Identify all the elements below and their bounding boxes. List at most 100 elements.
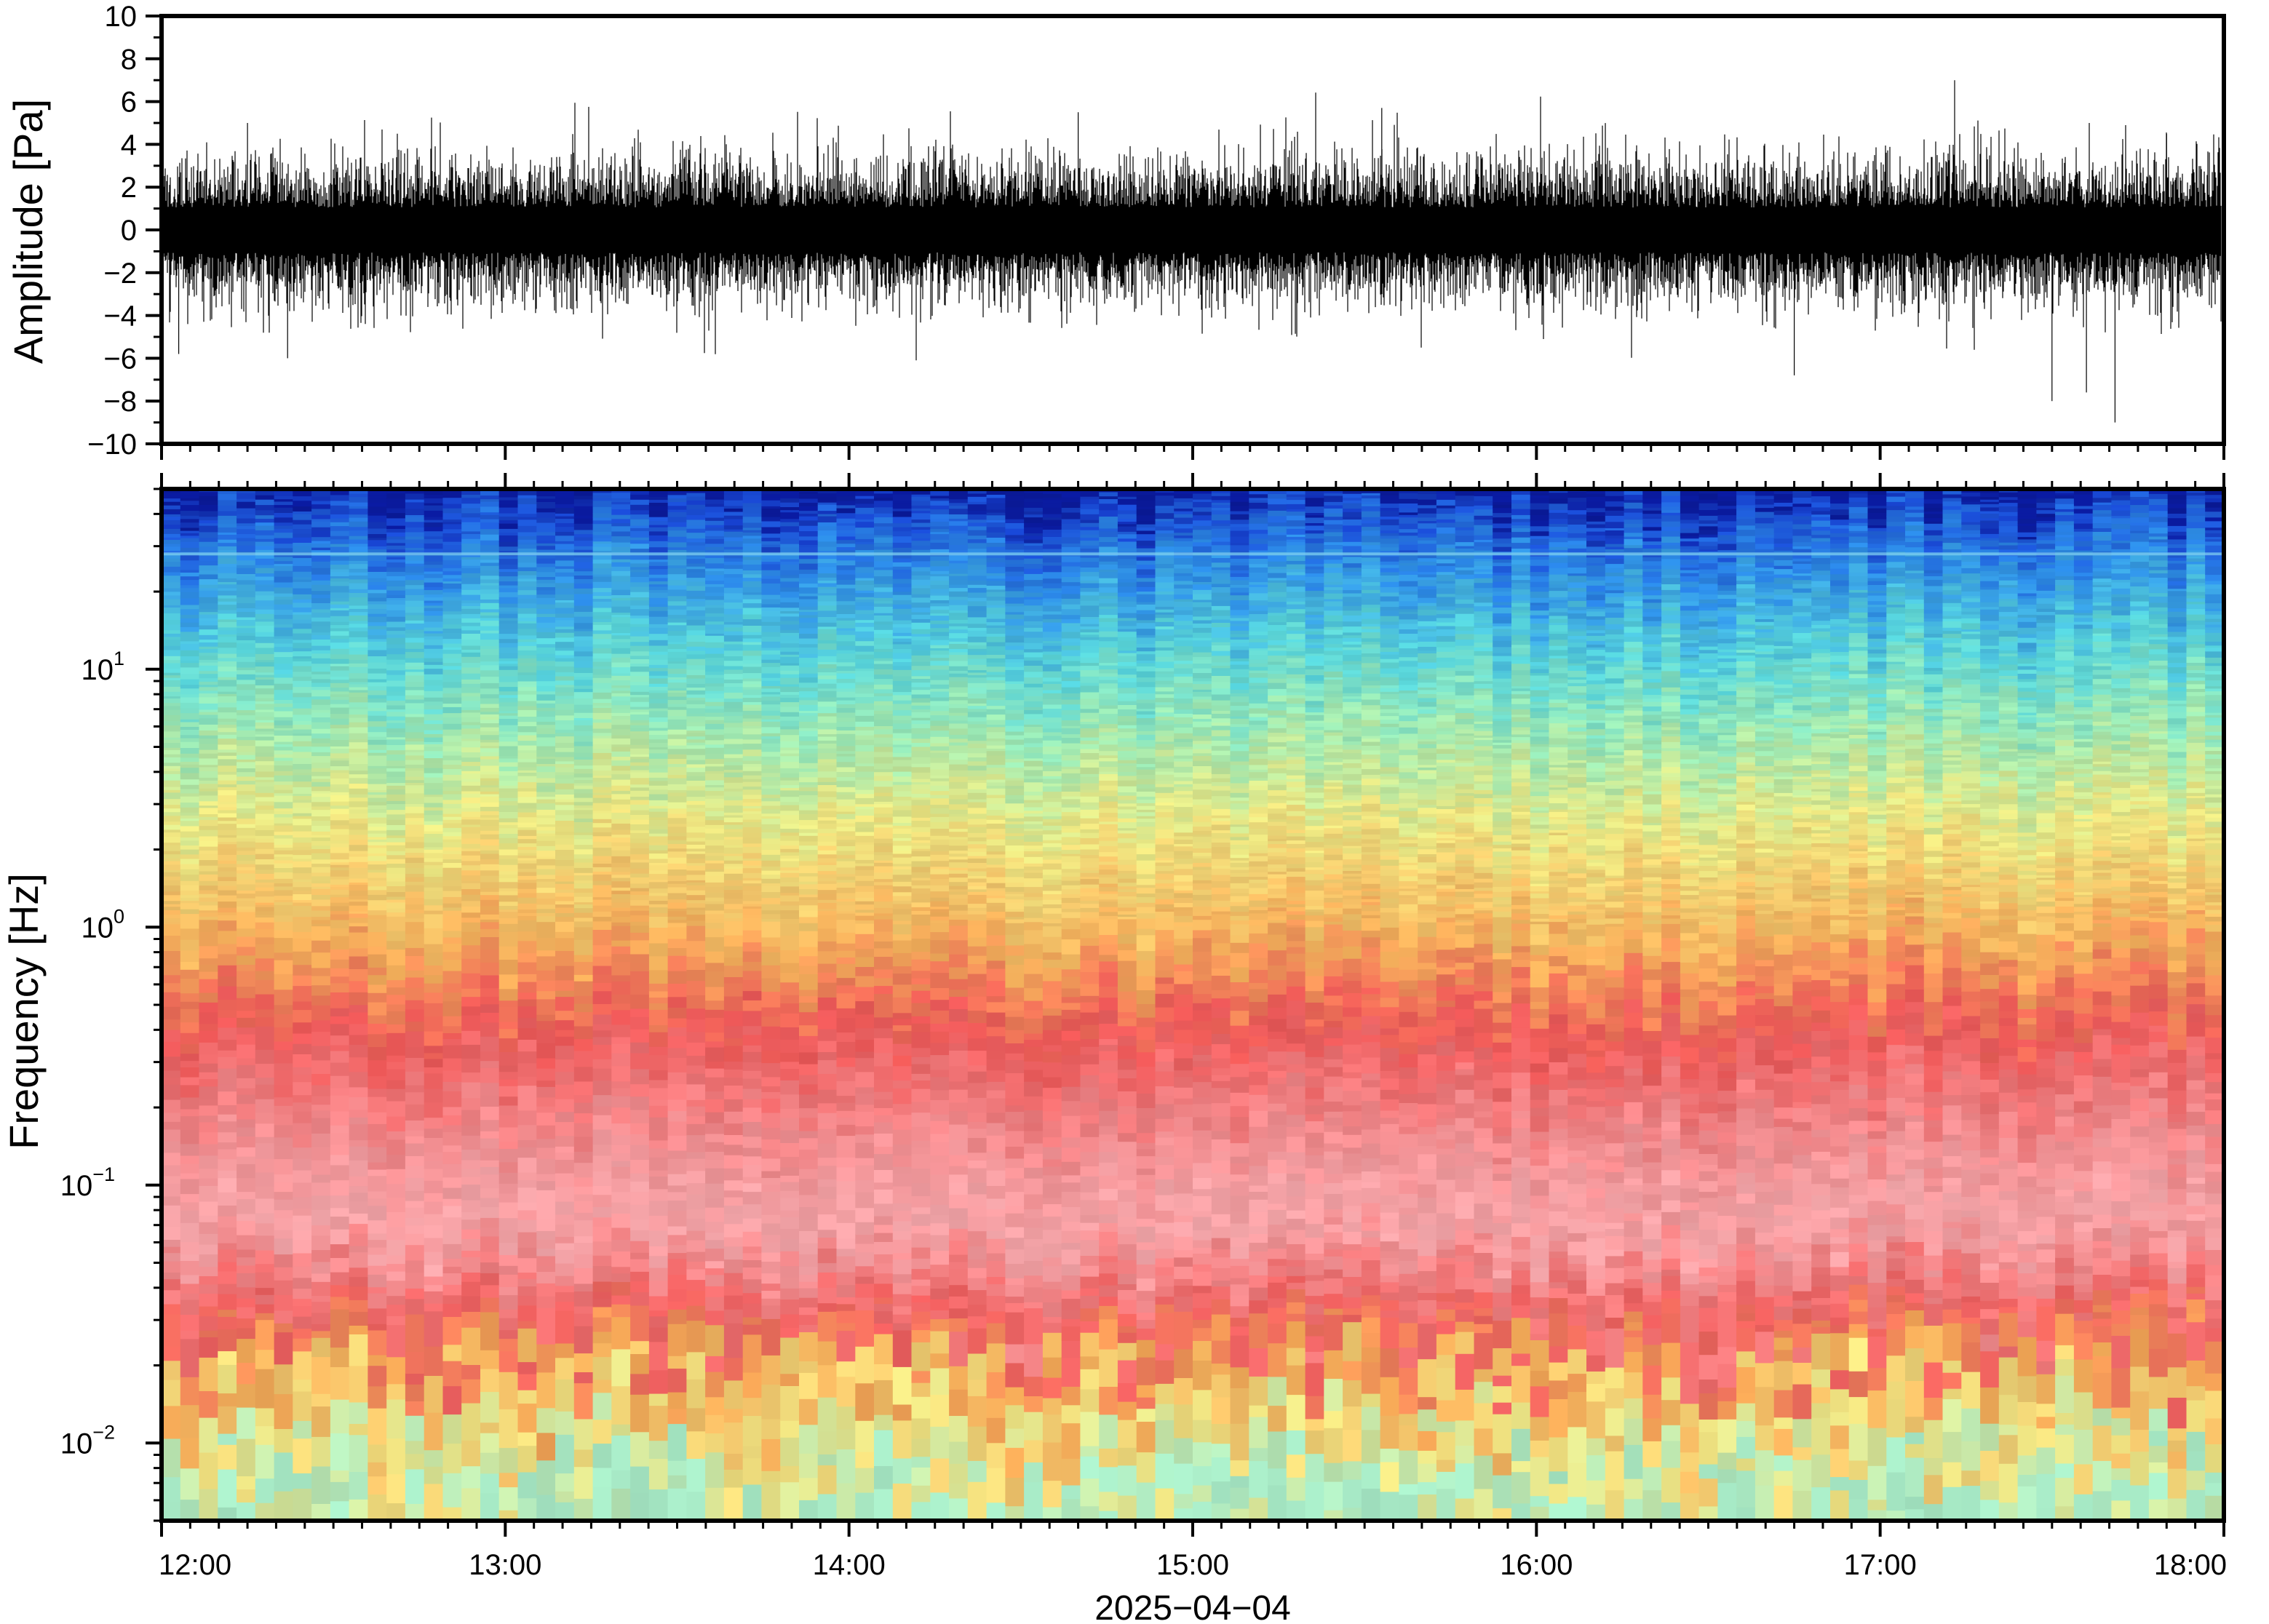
- spectrogram-cell: [592, 722, 613, 729]
- spectrogram-cell: [461, 931, 481, 946]
- spectrogram-cell: [330, 1366, 350, 1400]
- spectrogram-cell: [742, 766, 763, 771]
- spectrogram-cell: [630, 671, 650, 677]
- spectrogram-cell: [424, 564, 444, 568]
- spectrogram-cell: [367, 1059, 387, 1077]
- spectrogram-cell: [180, 741, 200, 748]
- spectrogram-cell: [498, 1447, 519, 1473]
- spectrogram-cell: [218, 1262, 237, 1272]
- spectrogram-cell: [218, 774, 237, 781]
- spectrogram-cell: [611, 693, 631, 697]
- spectrogram-cell: [461, 869, 481, 876]
- spectrogram-cell: [274, 835, 294, 839]
- spectrogram-cell: [424, 1067, 444, 1074]
- spectrogram-cell: [162, 514, 181, 517]
- spectrogram-cell: [480, 914, 500, 920]
- spectrogram-cell: [405, 987, 425, 1000]
- spectrogram-cell: [498, 697, 519, 701]
- spectrogram-cell: [386, 1169, 406, 1185]
- spectrogram-cell: [498, 780, 519, 786]
- spectrogram-cell: [162, 668, 181, 673]
- spectrogram-cell: [349, 692, 369, 697]
- spectrogram-cell: [330, 949, 350, 960]
- spectrogram-cell: [424, 589, 444, 595]
- spectrogram-cell: [349, 1299, 369, 1313]
- spectrogram-cell: [405, 658, 425, 663]
- spectrogram-cell: [648, 517, 669, 521]
- spectrogram-cell: [611, 642, 631, 648]
- spectrogram-cell: [555, 549, 575, 555]
- spectrogram-cell: [723, 665, 744, 670]
- spectrogram-cell: [199, 714, 219, 719]
- spectrogram-cell: [218, 1009, 237, 1018]
- spectrogram-cell: [330, 538, 350, 544]
- spectrogram-cell: [255, 848, 275, 854]
- spectrogram-cell: [611, 829, 631, 835]
- spectrogram-cell: [180, 779, 200, 785]
- spectrogram-cell: [555, 709, 575, 716]
- spectrogram-cell: [237, 860, 256, 864]
- spectrogram-cell: [480, 853, 500, 859]
- spectrogram-cell: [180, 812, 200, 816]
- spectrogram-cell: [630, 765, 650, 771]
- spectrogram-cell: [742, 721, 763, 726]
- spectrogram-cell: [424, 802, 444, 808]
- spectrogram-cell: [592, 1379, 613, 1393]
- spectrogram-cell: [630, 953, 650, 963]
- spectrogram-cell: [255, 1084, 275, 1099]
- spectrogram-cell: [274, 929, 294, 939]
- spectrogram-cell: [630, 548, 650, 554]
- spectrogram-cell: [442, 624, 463, 629]
- spectrogram-cell: [592, 841, 613, 848]
- spectrogram-cell: [498, 864, 519, 872]
- spectrogram-cell: [555, 1099, 575, 1112]
- spectrogram-cell: [611, 823, 631, 830]
- spectrogram-cell: [723, 1323, 744, 1358]
- spectrogram-cell: [162, 553, 181, 559]
- spectrogram-cell: [424, 733, 444, 738]
- spectrogram-cell: [648, 808, 669, 812]
- spectrogram-cell: [686, 577, 706, 582]
- spectrogram-cell: [442, 1316, 463, 1345]
- spectrogram-cell: [255, 636, 275, 643]
- spectrogram-cell: [555, 883, 575, 890]
- spectrogram-cell: [274, 1428, 294, 1453]
- spectrogram-cell: [274, 1310, 294, 1324]
- spectrogram-cell: [648, 912, 669, 917]
- spectrogram-cell: [686, 894, 706, 901]
- spectrogram-cell: [705, 798, 725, 804]
- spectrogram-cell: [705, 886, 725, 893]
- spectrogram-cell: [686, 629, 706, 636]
- spectrogram-cell: [611, 685, 631, 688]
- spectrogram-cell: [536, 632, 556, 639]
- spectrogram-cell: [330, 576, 350, 578]
- spectrogram-cell: [667, 706, 688, 710]
- spectrogram-cell: [498, 1338, 519, 1352]
- spectrogram-cell: [349, 783, 369, 789]
- spectrogram-cell: [255, 1142, 275, 1159]
- spectrogram-cell: [517, 829, 538, 836]
- spectrogram-cell: [705, 790, 725, 796]
- spectrogram-cell: [742, 914, 763, 918]
- spectrogram-cell: [480, 501, 500, 507]
- spectrogram-cell: [311, 1261, 331, 1274]
- spectrogram-cell: [573, 1194, 594, 1201]
- spectrogram-cell: [237, 867, 256, 871]
- spectrogram-cell: [349, 980, 369, 992]
- spectrogram-cell: [349, 722, 369, 728]
- spectrogram-cell: [780, 1238, 800, 1251]
- spectrogram-cell: [237, 879, 256, 885]
- spectrogram-cell: [517, 674, 538, 682]
- spectrogram-cell: [592, 598, 613, 602]
- spectrogram-cell: [180, 796, 200, 803]
- spectrogram-cell: [311, 574, 331, 581]
- spectrogram-cell: [630, 748, 650, 755]
- spectrogram-cell: [536, 1271, 556, 1283]
- spectrogram-cell: [162, 982, 181, 992]
- spectrogram-cell: [162, 872, 181, 877]
- spectrogram-cell: [237, 893, 256, 899]
- spectrogram-cell: [180, 530, 200, 533]
- spectrogram-cell: [761, 654, 781, 660]
- spectrogram-cell: [498, 1038, 519, 1052]
- spectrogram-cell: [686, 658, 706, 666]
